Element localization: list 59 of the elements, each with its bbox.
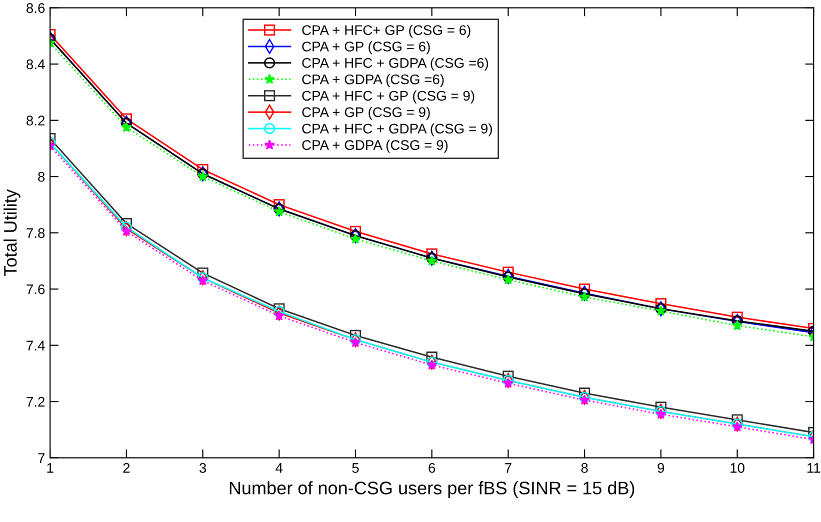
point (502, 378, 514, 388)
point (350, 233, 361, 244)
point (121, 226, 132, 236)
legend-label: CPA + HFC + GDPA (CSG =6) (302, 58, 488, 71)
point (274, 310, 284, 320)
legend-label: CPA + GP (CSG = 9) (302, 106, 430, 120)
point (426, 359, 438, 370)
legend-label: CPA + HFC+ GP (CSG = 6) (302, 24, 470, 38)
point (426, 248, 438, 260)
point (502, 271, 514, 283)
point (197, 171, 208, 182)
point (579, 291, 590, 302)
point (274, 206, 284, 216)
x-tick-label: 7 (505, 463, 512, 473)
y-axis-title: Total Utility (4, 189, 20, 276)
point (197, 267, 208, 279)
point (197, 275, 208, 286)
point (502, 274, 514, 284)
point (426, 255, 438, 266)
y-tick-label: 8.2 (26, 116, 45, 126)
y-tick-label: 8 (38, 172, 45, 182)
x-tick-label: 2 (123, 463, 130, 473)
legend-label: CPA + GP (CSG = 6) (302, 41, 430, 54)
legend-label: CPA + GDPA (CSG = 9) (302, 140, 448, 153)
point (120, 113, 132, 124)
legend-label: CPA + GDPA (CSG =6) (302, 74, 444, 88)
point (732, 421, 743, 432)
point (732, 414, 743, 426)
x-tick-label: 6 (428, 463, 436, 473)
point (121, 122, 132, 132)
point (350, 330, 362, 342)
point (655, 402, 666, 413)
point (732, 320, 743, 330)
x-tick-label: 9 (658, 463, 664, 473)
x-tick-label: 5 (352, 463, 359, 473)
x-tick-label: 1 (47, 463, 54, 473)
x-tick-label: 3 (199, 463, 206, 473)
point (579, 394, 590, 405)
y-tick-label: 8.6 (26, 3, 45, 13)
y-tick-label: 7 (38, 453, 45, 463)
legend-label: CPA + HFC + GDPA (CSG = 9) (302, 123, 492, 136)
x-tick-label: 10 (730, 463, 744, 473)
y-tick-label: 7.8 (26, 228, 45, 238)
point (197, 164, 208, 176)
legend-label: CPA + HFC + GP (CSG = 9) (302, 90, 474, 104)
y-tick-label: 7.6 (26, 284, 45, 294)
point (120, 222, 132, 233)
point (656, 408, 666, 419)
point (350, 336, 361, 348)
x-tick-label: 11 (807, 463, 820, 473)
y-tick-label: 7.4 (26, 340, 45, 350)
point (502, 370, 514, 382)
point (426, 352, 438, 363)
y-tick-label: 7.2 (26, 396, 45, 407)
x-tick-label: 4 (276, 463, 283, 473)
x-axis-title: Number of non-CSG users per fBS (SINR = 15 dB) (230, 481, 634, 498)
y-tick-label: 8.4 (26, 59, 45, 70)
point (578, 288, 590, 300)
x-tick-label: 8 (581, 463, 588, 473)
